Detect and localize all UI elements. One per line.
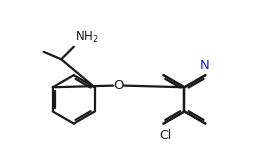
Text: Cl: Cl: [159, 129, 171, 142]
Text: NH$_2$: NH$_2$: [76, 30, 99, 45]
Text: O: O: [113, 79, 124, 92]
Text: N: N: [199, 59, 209, 72]
